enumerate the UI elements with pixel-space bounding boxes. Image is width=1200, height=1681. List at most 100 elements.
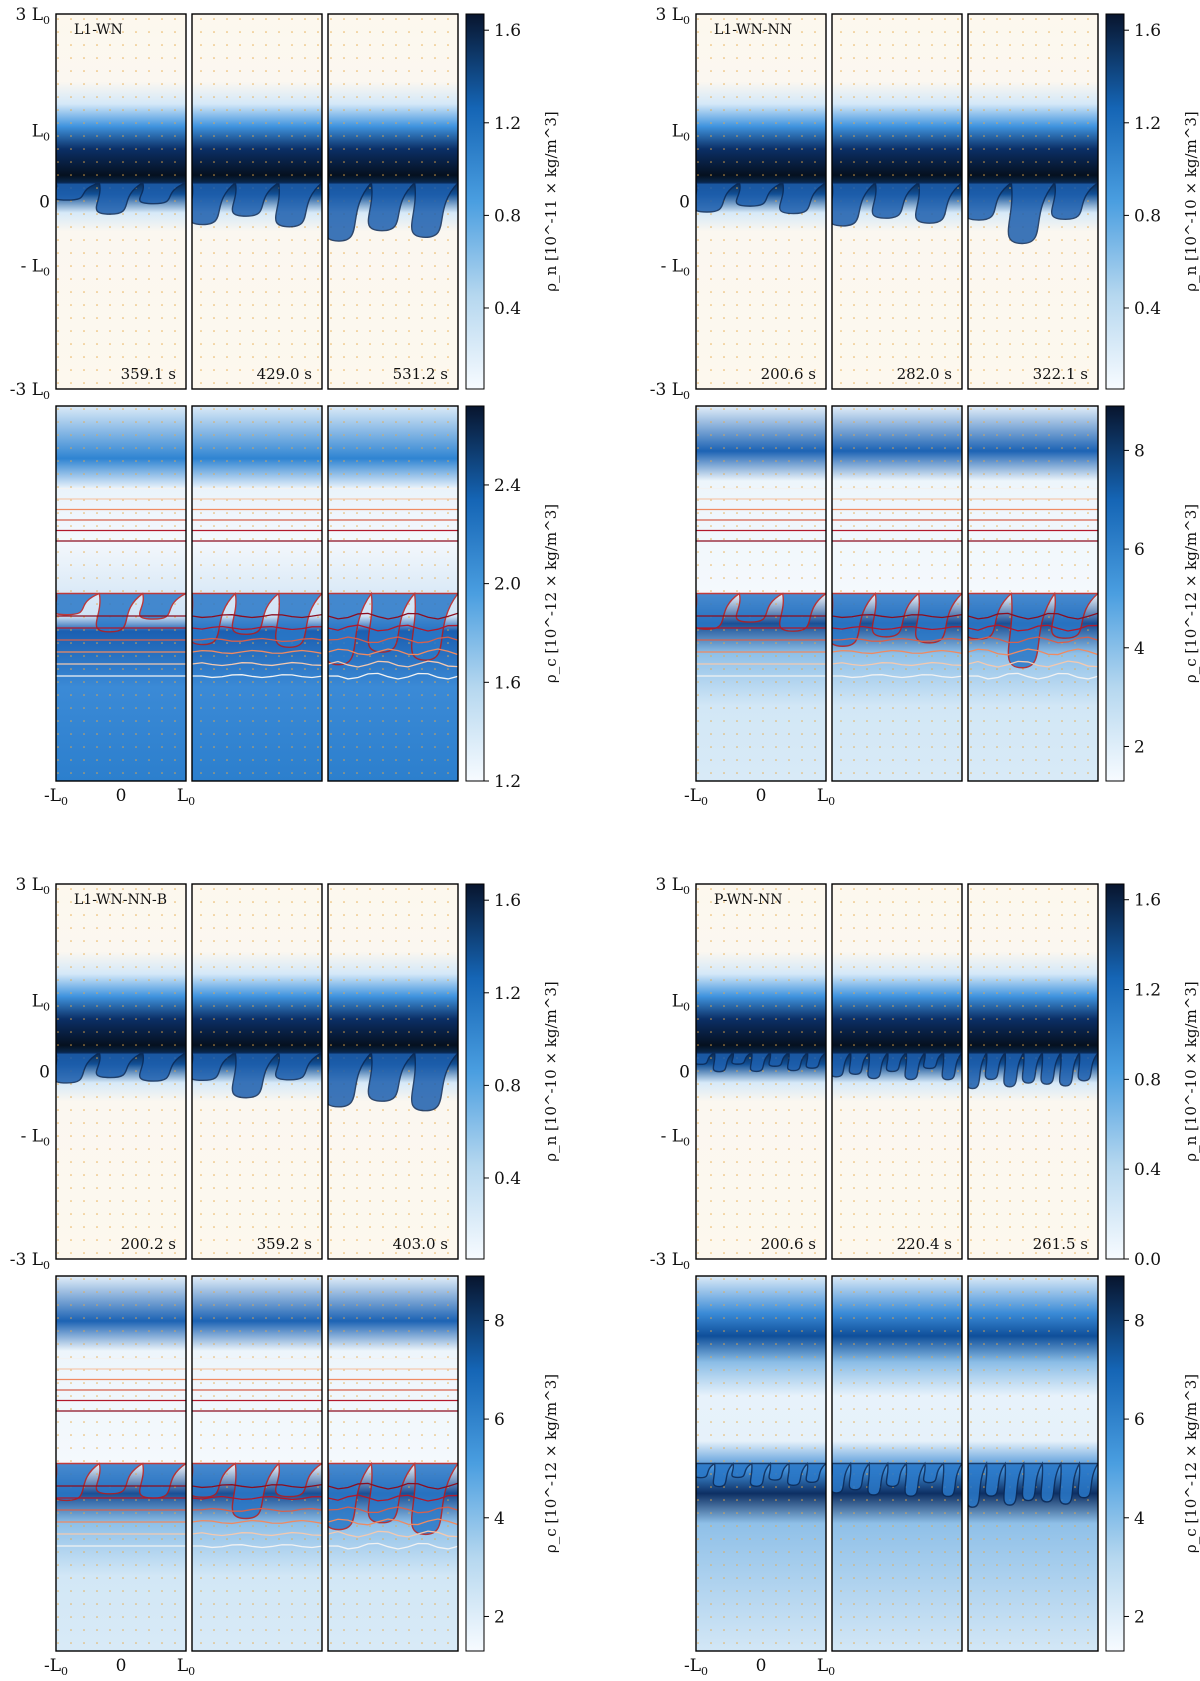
- panel-frame: [831, 1275, 963, 1652]
- neutral-density-panel: 200.6 s P-WN-NN: [695, 883, 827, 1260]
- colorbar-tick-label: 0.8: [494, 1076, 521, 1096]
- colorbar-tick-label: 1.2: [1134, 114, 1161, 134]
- instability-plume: [696, 1462, 826, 1488]
- snapshot-time: 200.6 s: [761, 1235, 816, 1253]
- instability-plume: [328, 181, 458, 242]
- field-line: [968, 672, 1098, 680]
- panel-frame: [967, 13, 1099, 390]
- instability-plume: [832, 1051, 962, 1081]
- field-line: [192, 661, 322, 667]
- charged-density-panel: [55, 1275, 187, 1652]
- field-line: [192, 637, 322, 643]
- field-line: [192, 1519, 322, 1525]
- run-l1-wn-nn-b: 200.2 s L1-WN-NN-B 359.2 s 403.0 s 3 L0 L0 0 - …: [10, 875, 560, 1678]
- x-tick-label: L0: [817, 786, 835, 808]
- x-tick-label: 0: [116, 1656, 127, 1676]
- charged-density-panel: [55, 405, 187, 782]
- run-label: P-WN-NN: [714, 892, 783, 908]
- x-tick-label: L0: [817, 1656, 835, 1678]
- y-tick-label: - L0: [661, 256, 690, 278]
- colorbar-label: ρ_n [10^-10 × kg/m^3]: [542, 981, 560, 1161]
- run-label: L1-WN: [74, 22, 123, 38]
- instability-plume: [192, 1462, 322, 1520]
- colorbar-tick-label: 4: [1134, 1509, 1145, 1529]
- panel-frame: [327, 1275, 459, 1652]
- colorbar-tick-label: 2: [1134, 737, 1145, 757]
- colorbar-tick-label: 2: [494, 1607, 505, 1627]
- instability-plume: [696, 181, 826, 215]
- field-line: [832, 674, 962, 679]
- field-line: [328, 660, 458, 668]
- instability-plume: [696, 1051, 826, 1073]
- colorbar-tick-label: 1.6: [494, 21, 521, 41]
- panel-frame: [695, 405, 827, 782]
- neutral-density-panel: 200.2 s L1-WN-NN-B: [55, 883, 187, 1260]
- colorbar: [1105, 405, 1125, 782]
- field-line: [968, 660, 1098, 668]
- instability-plume: [328, 1051, 458, 1112]
- x-tick-label: -L0: [684, 786, 708, 808]
- y-tick-label: 0: [39, 193, 50, 213]
- field-line: [968, 624, 1098, 632]
- neutral-density-panel: 359.1 s L1-WN: [55, 13, 187, 390]
- instability-plume: [328, 591, 458, 666]
- run-l1-wn: 359.1 s L1-WN 429.0 s 531.2 s 3 L0 L0 0 - L0 -3 …: [10, 5, 560, 808]
- field-line: [832, 613, 962, 619]
- run-label: L1-WN-NN: [714, 22, 792, 38]
- panel-frame: [327, 883, 459, 1260]
- colorbar-tick-label: 8: [1134, 441, 1145, 461]
- instability-plume: [56, 592, 186, 633]
- charged-density-panel: [327, 405, 459, 782]
- colorbar-tick-label: 1.6: [1134, 891, 1161, 911]
- y-tick-label: - L0: [661, 1126, 690, 1148]
- field-line: [832, 661, 962, 667]
- field-line: [192, 649, 322, 655]
- y-tick-label: 3 L0: [655, 875, 690, 897]
- colorbar: [465, 405, 485, 782]
- instability-plume: [968, 1050, 1098, 1090]
- panel-frame: [191, 1275, 323, 1652]
- neutral-density-panel: 322.1 s: [967, 13, 1099, 390]
- colorbar-tick-label: 4: [1134, 639, 1145, 659]
- field-line: [832, 649, 962, 655]
- y-tick-label: 3 L0: [655, 5, 690, 27]
- run-label: L1-WN-NN-B: [74, 892, 167, 908]
- snapshot-time: 261.5 s: [1033, 1235, 1088, 1253]
- colorbar-tick-label: 1.6: [494, 673, 521, 693]
- field-line: [328, 624, 458, 632]
- charged-density-panel: [191, 1275, 323, 1652]
- panel-frame: [695, 13, 827, 390]
- field-line: [328, 648, 458, 656]
- charged-density-panel: [695, 405, 827, 782]
- colorbar-tick-label: 1.2: [494, 772, 521, 792]
- y-tick-label: L0: [672, 121, 690, 143]
- colorbar-tick-label: 2.4: [494, 476, 521, 496]
- colorbar-tick-label: 0.0: [1134, 1250, 1161, 1270]
- y-tick-label: -3 L0: [10, 1250, 50, 1272]
- instability-plume: [56, 1051, 186, 1084]
- field-line: [192, 625, 322, 631]
- field-line: [968, 612, 1098, 620]
- charged-density-panel: [967, 405, 1099, 782]
- instability-plume: [192, 592, 322, 649]
- colorbar: [1105, 1275, 1125, 1652]
- colorbar: [465, 883, 485, 1260]
- field-line: [328, 612, 458, 620]
- field-line: [328, 1482, 458, 1490]
- snapshot-time: 359.2 s: [257, 1235, 312, 1253]
- colorbar-tick-label: 6: [1134, 1410, 1145, 1430]
- panel-frame: [55, 13, 187, 390]
- run-p-wn-nn: 200.6 s P-WN-NN 220.4 s 261.5 s 3 L0 L0 0 - L0 -…: [650, 875, 1200, 1678]
- instability-plume: [968, 1461, 1098, 1508]
- x-tick-label: 0: [116, 786, 127, 806]
- instability-plume: [968, 181, 1098, 245]
- field-line: [192, 674, 322, 679]
- y-tick-label: L0: [32, 991, 50, 1013]
- colorbar-label: ρ_c [10^-12 × kg/m^3]: [1182, 1374, 1200, 1553]
- field-line: [192, 1531, 322, 1537]
- colorbar: [1105, 13, 1125, 390]
- neutral-density-panel: 359.2 s: [191, 883, 323, 1260]
- instability-plume: [192, 181, 322, 228]
- field-line: [328, 636, 458, 644]
- field-line: [968, 648, 1098, 656]
